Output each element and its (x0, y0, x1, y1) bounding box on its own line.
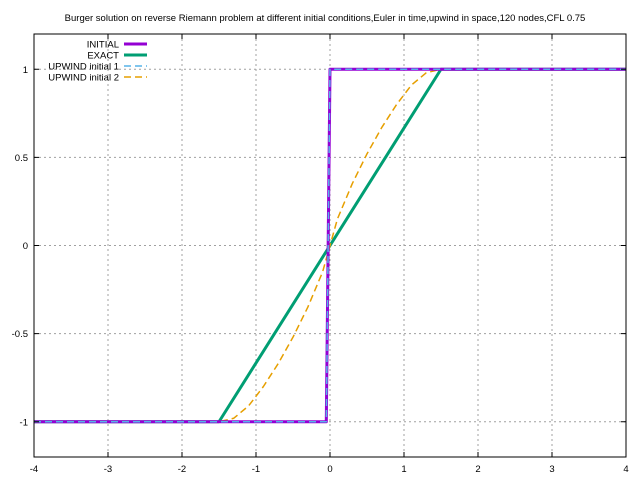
x-tick-label: 0 (327, 464, 332, 475)
x-tick-label: -2 (178, 464, 186, 475)
x-tick-label: 2 (475, 464, 480, 475)
x-tick-label: 4 (623, 464, 628, 475)
series-line-upwind-initial-1 (34, 68, 626, 423)
chart-title: Burger solution on reverse Riemann probl… (65, 13, 586, 24)
series-layer (34, 67, 626, 424)
y-tick-label: 0 (23, 241, 28, 252)
legend-label: EXACT (87, 51, 119, 62)
x-tick-label: 1 (401, 464, 406, 475)
y-tick-label: -1 (20, 417, 28, 428)
legend-label: UPWIND initial 2 (48, 73, 119, 84)
series-line-upwind-initial-2 (34, 68, 626, 423)
y-tick-label: -0.5 (12, 329, 28, 340)
y-tick-label: 0.5 (15, 153, 28, 164)
legend-label: INITIAL (87, 40, 119, 51)
tick-layer: -4 -3 -2 -1 0 1 2 3 4 -1 -0.5 0 0.5 1 (12, 34, 629, 475)
legend-label: UPWIND initial 1 (48, 62, 119, 73)
x-tick-label: -3 (104, 464, 112, 475)
y-tick-label: 1 (23, 65, 28, 76)
x-tick-label: -1 (252, 464, 260, 475)
x-tick-label: 3 (549, 464, 554, 475)
x-tick-label: -4 (30, 464, 38, 475)
